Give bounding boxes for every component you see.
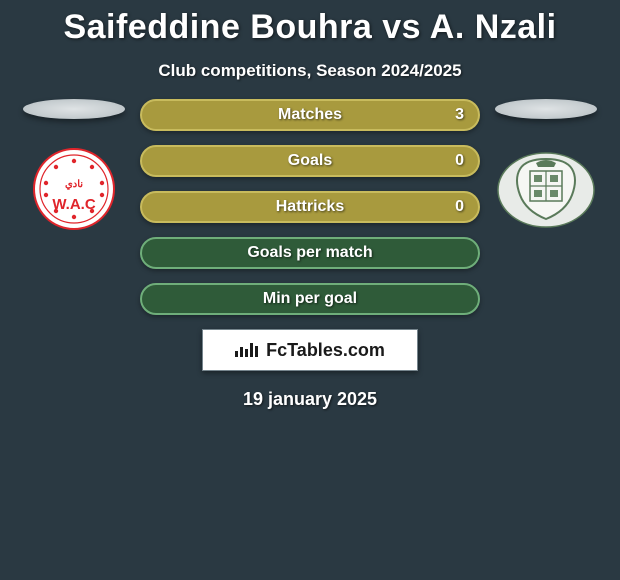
stat-row-min-per-goal: Min per goal [140,283,480,315]
stat-label: Matches [278,106,342,124]
stat-label: Hattricks [276,198,344,216]
stat-row-hattricks: Hattricks 0 [140,191,480,223]
brand-badge: FcTables.com [202,329,418,371]
stat-row-matches: Matches 3 [140,99,480,131]
subtitle: Club competitions, Season 2024/2025 [0,61,620,81]
brand-text: FcTables.com [266,340,385,361]
stats-column: Matches 3 Goals 0 Hattricks 0 Goals per match M… [134,99,486,315]
left-club-crest: نادي W.A.C [24,147,124,232]
wydad-crest-icon: نادي W.A.C [24,147,124,232]
right-club-column [486,99,606,232]
stat-value-right: 0 [455,198,464,216]
stat-value-right: 0 [455,152,464,170]
svg-text:نادي: نادي [65,179,83,190]
bars-icon [235,343,258,357]
stat-value-right: 3 [455,106,464,124]
right-club-crest [496,147,596,232]
comparison-row: نادي W.A.C Matches3Goals0Hattricks0Goals… [0,99,620,315]
club-b-crest-icon [496,151,596,229]
page-title: Saifeddine Bouhra vs A. Nzali [0,0,620,47]
stat-label: Goals per match [247,244,372,262]
player-placeholder-right [495,99,597,119]
stat-row-goals-per-match: Goals per match [140,237,480,269]
stat-label: Goals [288,152,332,170]
left-club-column: نادي W.A.C [14,99,134,232]
stat-row-goals: Goals 0 [140,145,480,177]
player-placeholder-left [23,99,125,119]
svg-text:W.A.C: W.A.C [52,196,95,213]
stat-label: Min per goal [263,290,357,308]
footer-date: 19 january 2025 [0,389,620,410]
